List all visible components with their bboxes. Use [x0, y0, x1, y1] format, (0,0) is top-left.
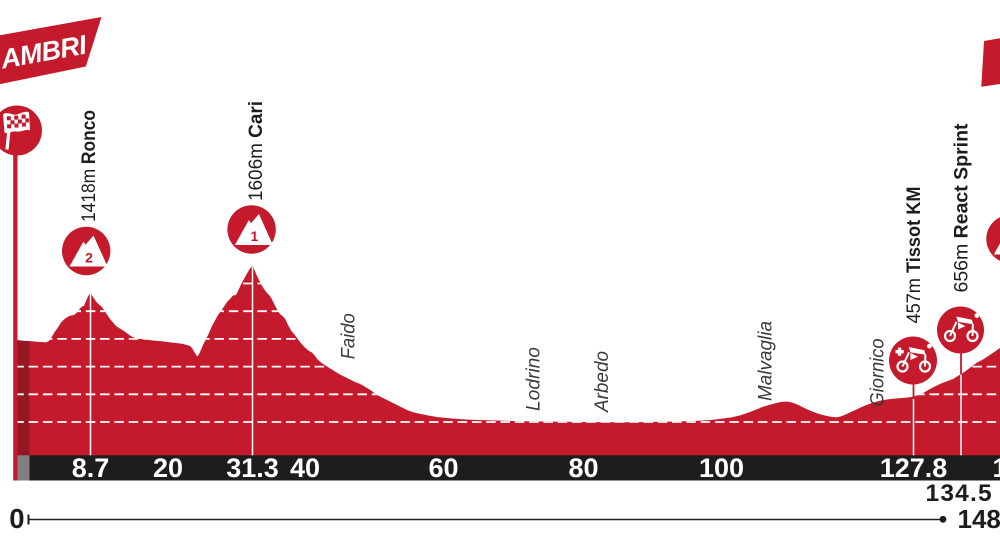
- svg-text:127.8: 127.8: [880, 453, 948, 483]
- svg-text:140: 140: [993, 453, 1000, 483]
- svg-text:80: 80: [568, 453, 598, 483]
- svg-text:8.7: 8.7: [72, 453, 110, 483]
- svg-text:Faido: Faido: [337, 313, 359, 359]
- svg-text:148: 148: [958, 504, 1000, 534]
- svg-text:60: 60: [428, 453, 458, 483]
- svg-text:1418m Ronco: 1418m Ronco: [78, 110, 100, 222]
- svg-text:31.3: 31.3: [226, 453, 279, 483]
- svg-text:Lodrino: Lodrino: [522, 347, 544, 411]
- svg-text:134.5: 134.5: [926, 480, 993, 507]
- svg-text:20: 20: [153, 453, 183, 483]
- svg-text:656m React Sprint: 656m React Sprint: [951, 123, 973, 293]
- svg-text:Arbedo: Arbedo: [591, 351, 613, 413]
- svg-text:40: 40: [290, 453, 320, 483]
- svg-text:1606m Cari: 1606m Cari: [245, 101, 267, 201]
- svg-text:Malvaglia: Malvaglia: [755, 321, 777, 401]
- svg-text:0: 0: [9, 503, 24, 534]
- svg-text:457m Tissot KM: 457m Tissot KM: [903, 186, 925, 323]
- svg-text:100: 100: [699, 453, 744, 483]
- svg-text:2: 2: [85, 250, 93, 266]
- svg-text:1: 1: [251, 228, 259, 244]
- svg-text:Giornico: Giornico: [866, 338, 888, 406]
